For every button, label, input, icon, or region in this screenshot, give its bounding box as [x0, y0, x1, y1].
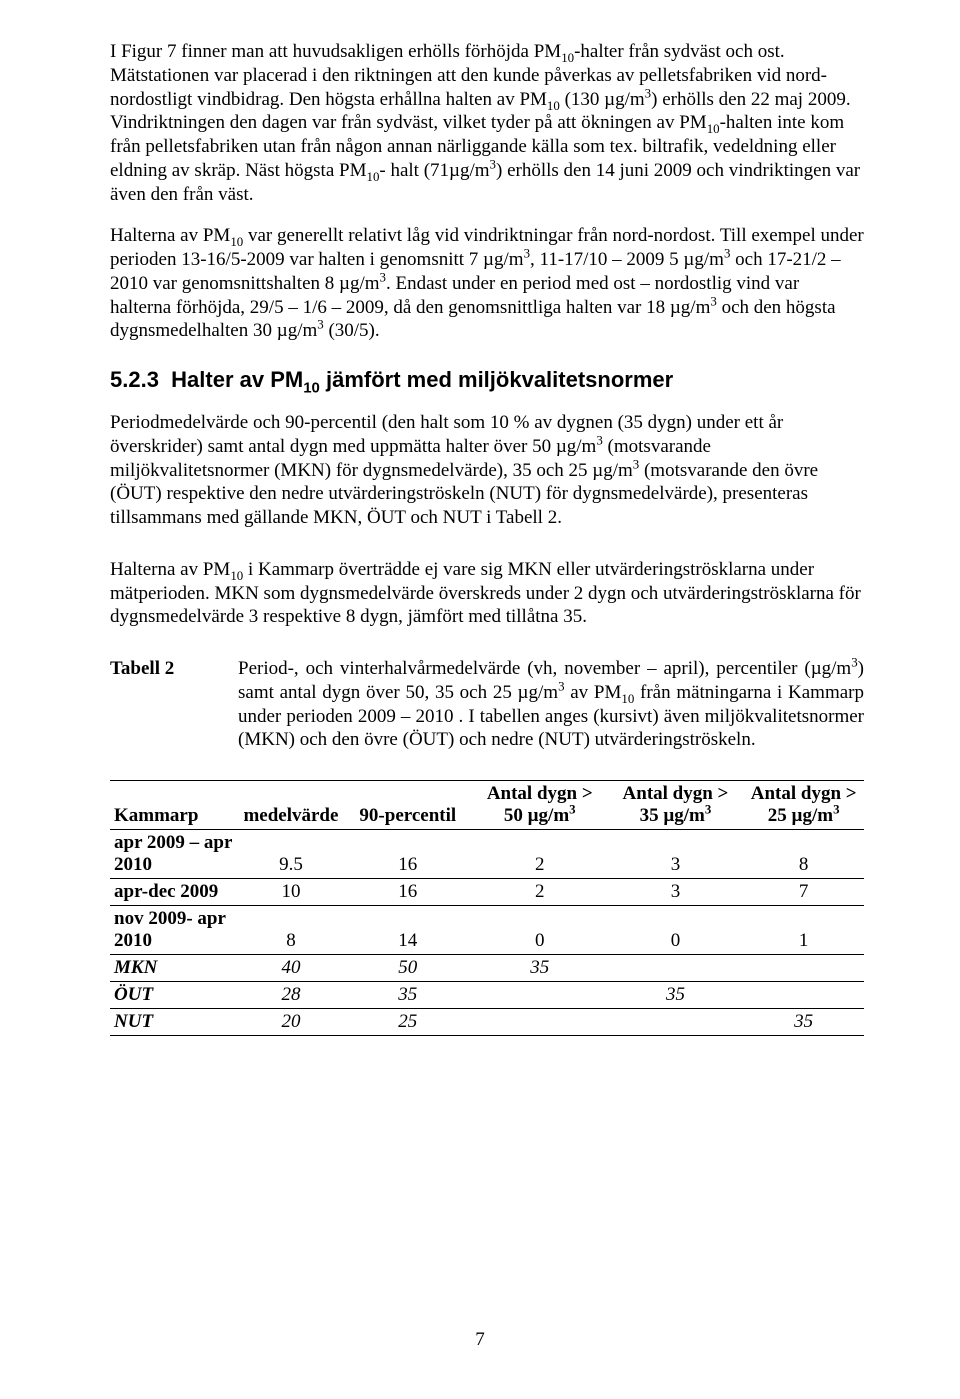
- table-row: nov 2009- apr 2010814001: [110, 906, 864, 955]
- row-label: MKN: [110, 955, 238, 982]
- cell: 28: [238, 982, 344, 1009]
- cell: 8: [238, 906, 344, 955]
- cell: 35: [344, 982, 472, 1009]
- col-over50: Antal dygn > 50 µg/m3: [472, 781, 608, 830]
- cell: 14: [344, 906, 472, 955]
- col-over25: Antal dygn > 25 µg/m3: [743, 781, 864, 830]
- cell: 1: [743, 906, 864, 955]
- table-row: apr 2009 – apr 20109.516238: [110, 830, 864, 879]
- cell: 16: [344, 879, 472, 906]
- table-row: ÖUT283535: [110, 982, 864, 1009]
- cell: 16: [344, 830, 472, 879]
- cell: 3: [608, 830, 744, 879]
- row-label: NUT: [110, 1009, 238, 1036]
- table-row: NUT2025 35: [110, 1009, 864, 1036]
- table-2: Kammarp medelvärde 90-percentil Antal dy…: [110, 780, 864, 1036]
- table-header-row: Kammarp medelvärde 90-percentil Antal dy…: [110, 781, 864, 830]
- col-over35: Antal dygn > 35 µg/m3: [608, 781, 744, 830]
- cell: 2: [472, 830, 608, 879]
- cell: 0: [608, 906, 744, 955]
- section-number: 5.2.3: [110, 367, 159, 392]
- cell: [608, 955, 744, 982]
- section-title: Halter av PM10 jämfört med miljökvalitet…: [171, 367, 673, 392]
- cell: 3: [608, 879, 744, 906]
- cell: [743, 955, 864, 982]
- paragraph-2: Halterna av PM10 var generellt relativt …: [110, 224, 864, 343]
- col-kammarp: Kammarp: [110, 781, 238, 830]
- cell: 8: [743, 830, 864, 879]
- cell: 50: [344, 955, 472, 982]
- cell: 40: [238, 955, 344, 982]
- paragraph-4: Halterna av PM10 i Kammarp överträdde ej…: [110, 558, 864, 629]
- cell: 0: [472, 906, 608, 955]
- col-medelvarde: medelvärde: [238, 781, 344, 830]
- cell: 35: [743, 1009, 864, 1036]
- cell: 2: [472, 879, 608, 906]
- cell: 20: [238, 1009, 344, 1036]
- cell: [472, 1009, 608, 1036]
- page-number: 7: [475, 1329, 485, 1351]
- cell: [608, 1009, 744, 1036]
- table-caption-text: Period-, och vinterhalvårmedelvärde (vh,…: [238, 657, 864, 752]
- table-row: MKN405035: [110, 955, 864, 982]
- cell: 9.5: [238, 830, 344, 879]
- cell: 10: [238, 879, 344, 906]
- table-row: apr-dec 20091016237: [110, 879, 864, 906]
- cell: 7: [743, 879, 864, 906]
- cell: 35: [472, 955, 608, 982]
- cell: [743, 982, 864, 1009]
- row-label: nov 2009- apr 2010: [110, 906, 238, 955]
- table-caption-label: Tabell 2: [110, 657, 238, 752]
- col-90percentil: 90-percentil: [344, 781, 472, 830]
- row-label: ÖUT: [110, 982, 238, 1009]
- cell: 25: [344, 1009, 472, 1036]
- paragraph-1: I Figur 7 finner man att huvudsakligen e…: [110, 40, 864, 206]
- row-label: apr 2009 – apr 2010: [110, 830, 238, 879]
- table-2-block: Tabell 2 Period-, och vinterhalvårmedelv…: [110, 657, 864, 1036]
- row-label: apr-dec 2009: [110, 879, 238, 906]
- cell: 35: [608, 982, 744, 1009]
- cell: [472, 982, 608, 1009]
- paragraph-3: Periodmedelvärde och 90-percentil (den h…: [110, 411, 864, 530]
- section-heading: 5.2.3 Halter av PM10 jämfört med miljökv…: [110, 367, 864, 393]
